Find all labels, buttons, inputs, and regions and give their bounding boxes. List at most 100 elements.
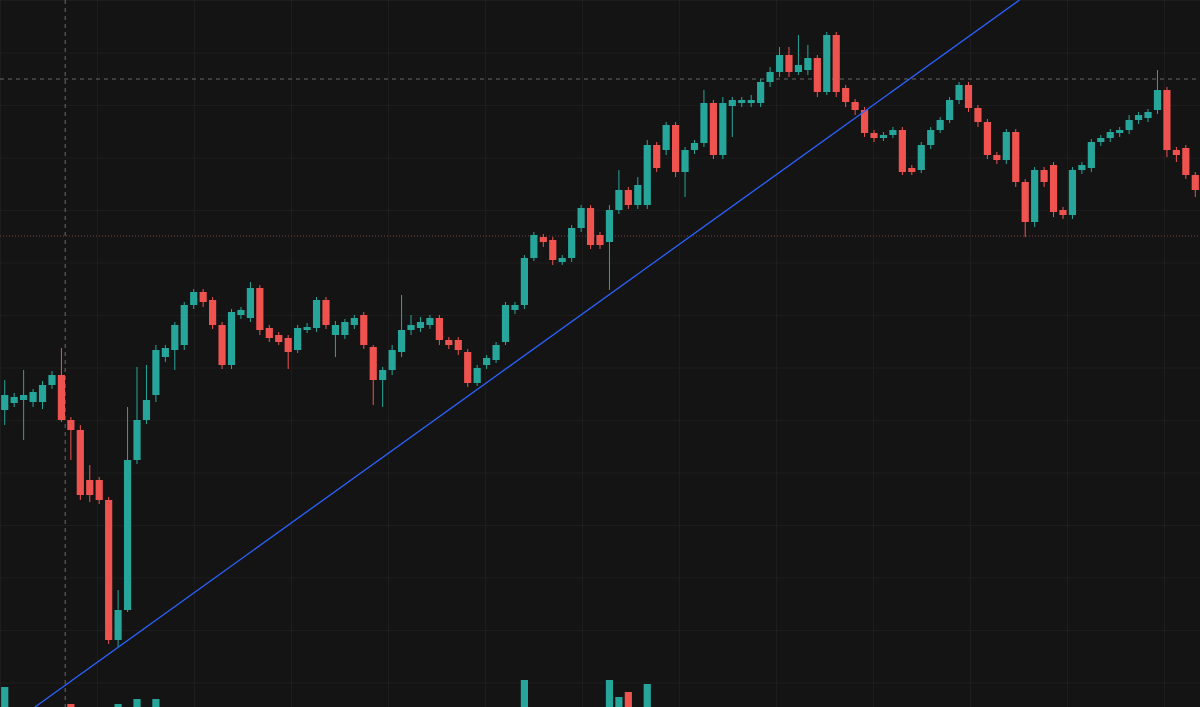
- candle-body: [76, 430, 84, 495]
- candle-body: [558, 258, 566, 262]
- candle-body: [161, 348, 169, 357]
- candle-body: [123, 460, 132, 610]
- candle-body: [615, 190, 623, 210]
- volume-bar: [1, 687, 9, 707]
- candle-body: [568, 228, 576, 258]
- candle-body: [709, 103, 717, 155]
- candle-body: [464, 352, 472, 383]
- candle-body: [993, 155, 1001, 160]
- candle-body: [955, 85, 963, 100]
- candle-body: [133, 420, 141, 460]
- candle-body: [492, 345, 500, 360]
- candle-body: [520, 258, 528, 305]
- candle-body: [331, 325, 340, 335]
- candle-body: [823, 35, 831, 92]
- candle-body: [851, 102, 859, 110]
- candle-body: [199, 292, 207, 302]
- candle-body: [67, 420, 75, 430]
- candle-body: [483, 358, 491, 365]
- candle-body: [794, 65, 803, 72]
- candle-body: [1012, 132, 1020, 182]
- candle-body: [757, 82, 765, 103]
- candle-body: [350, 318, 358, 325]
- candle-body: [643, 145, 651, 205]
- candle-body: [105, 500, 113, 640]
- candle-body: [842, 88, 850, 102]
- candle-body: [294, 328, 302, 350]
- candle-body: [813, 58, 821, 92]
- candle-body: [946, 100, 954, 120]
- candle-body: [766, 72, 774, 82]
- candle-body: [95, 480, 103, 500]
- candle-body: [1116, 130, 1124, 133]
- candle-body: [586, 208, 595, 245]
- candle-body: [1097, 138, 1105, 142]
- candle-body: [29, 392, 37, 402]
- candle-body: [1106, 132, 1114, 138]
- candle-body: [738, 100, 746, 103]
- candle-body: [775, 55, 784, 72]
- candle-body: [672, 125, 680, 172]
- candle-body: [275, 335, 283, 342]
- candle-body: [1144, 112, 1152, 118]
- candle-body: [1059, 210, 1067, 215]
- candle-body: [1040, 170, 1048, 182]
- candle-body: [20, 395, 28, 400]
- candle-body: [785, 55, 793, 72]
- candle-body: [681, 150, 689, 172]
- candle-body: [152, 350, 160, 395]
- candle-body: [634, 185, 642, 205]
- candle-body: [653, 145, 661, 168]
- candle-body: [379, 370, 387, 380]
- candle-body: [48, 375, 56, 385]
- candle-body: [1, 395, 9, 410]
- candle-body: [690, 143, 699, 150]
- candle-body: [341, 322, 349, 335]
- candle-body: [1068, 170, 1077, 215]
- candle-body: [662, 125, 670, 150]
- candle-body: [435, 318, 443, 340]
- candle-body: [1049, 165, 1058, 212]
- candle-body: [936, 120, 944, 130]
- candle-body: [1087, 142, 1095, 168]
- candle-body: [1021, 182, 1029, 222]
- candle-body: [501, 305, 510, 342]
- candle-body: [454, 340, 462, 350]
- candle-body: [1134, 115, 1143, 120]
- candle-body: [917, 145, 925, 170]
- candle-body: [407, 325, 415, 330]
- candle-body: [511, 305, 519, 310]
- candle-body: [539, 237, 547, 242]
- candle-body: [284, 338, 292, 352]
- candle-body: [1153, 90, 1162, 110]
- candle-body: [927, 130, 935, 145]
- candle-body: [388, 350, 396, 370]
- candle-body: [605, 210, 614, 242]
- volume-bar: [624, 692, 632, 707]
- candle-body: [180, 305, 188, 345]
- candle-body: [860, 110, 869, 133]
- volume-bar: [152, 699, 160, 707]
- candle-body: [473, 368, 481, 383]
- volume-bar: [643, 684, 651, 707]
- candle-body: [10, 397, 18, 403]
- candle-body: [549, 240, 557, 260]
- volume-bar: [67, 704, 75, 707]
- candle-body: [747, 100, 755, 103]
- candle-body: [898, 130, 906, 172]
- candle-body: [38, 385, 47, 402]
- candle-body: [426, 318, 434, 325]
- candle-body: [256, 288, 264, 330]
- volume-bar: [520, 680, 528, 707]
- candle-body: [312, 300, 321, 328]
- candle-body: [369, 347, 377, 380]
- candle-body: [265, 328, 273, 338]
- candle-body: [1191, 175, 1199, 190]
- candle-body: [1078, 165, 1086, 170]
- candle-body: [700, 103, 708, 143]
- candle-body: [227, 312, 236, 365]
- candle-body: [983, 122, 991, 155]
- candle-body: [209, 300, 217, 325]
- candle-body: [889, 130, 897, 135]
